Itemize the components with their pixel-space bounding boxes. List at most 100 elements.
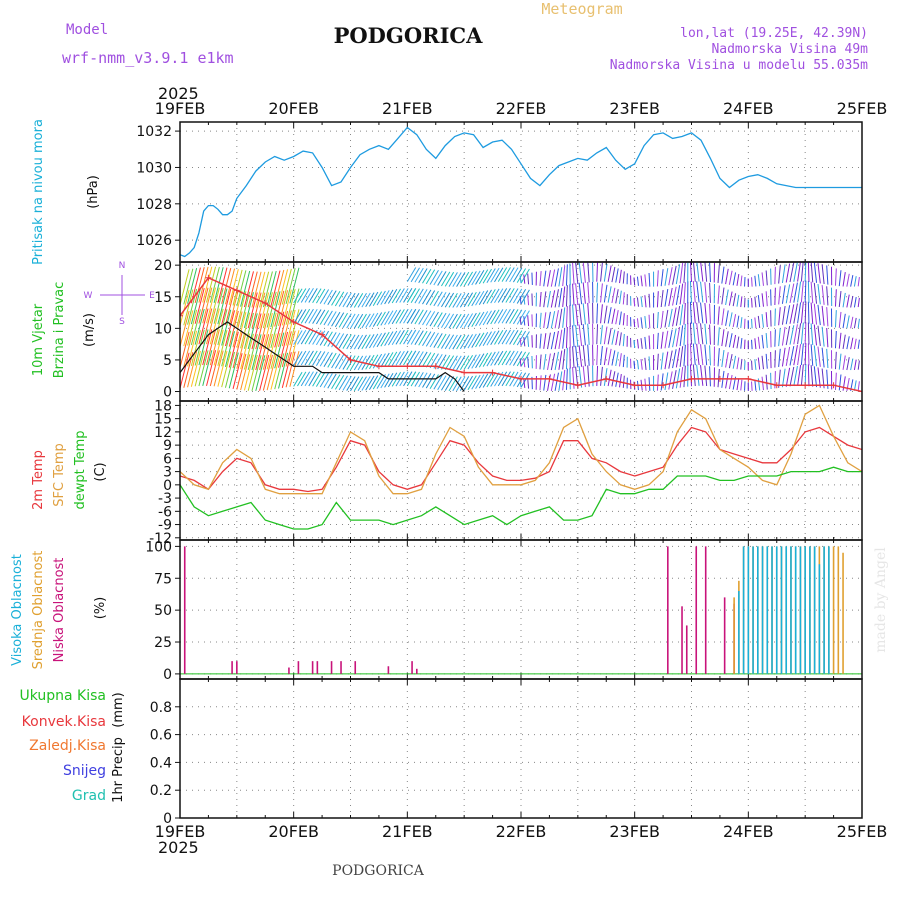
wind-barb	[262, 271, 273, 308]
wind-barb	[350, 355, 360, 371]
wind-barb	[475, 374, 485, 389]
wind-barb	[304, 288, 314, 303]
wind-barb	[422, 310, 432, 326]
wind-barb	[281, 331, 292, 368]
wind-barb	[721, 329, 725, 347]
wind-barb	[437, 312, 447, 328]
wind-barb	[857, 360, 860, 370]
wind-barb	[793, 365, 798, 387]
wind-barb	[600, 304, 603, 324]
date-tick-label: 24FEB	[723, 822, 774, 841]
wind-barb	[180, 269, 190, 306]
wind-barb	[644, 357, 647, 370]
wind-barb	[213, 267, 224, 303]
legend-snow: Snijeg	[63, 763, 106, 779]
wind-barb	[414, 330, 424, 346]
wind-barb	[274, 311, 285, 348]
wind-barb	[656, 332, 659, 350]
wind-barb	[213, 329, 224, 366]
wind-barb	[523, 357, 526, 368]
wind-barb	[640, 296, 643, 308]
wind-barb	[505, 308, 515, 324]
wind-barb	[452, 334, 462, 350]
model-name: wrf-nmm_v3.9.1 e1km	[62, 49, 234, 67]
wind-barb	[622, 333, 625, 347]
wind-barb	[565, 326, 568, 349]
gust-point	[518, 375, 524, 382]
page-title: PODGORICA	[334, 23, 484, 48]
wind-barb	[751, 298, 753, 308]
wind-barb	[826, 307, 829, 327]
gust-point	[205, 274, 212, 281]
wind-barb	[754, 296, 757, 308]
wind-barb	[262, 292, 273, 329]
wind-barb	[834, 268, 837, 286]
wind-barb	[270, 270, 281, 307]
wind-barb	[781, 326, 786, 346]
wind-barb	[395, 288, 405, 303]
wind-barb	[331, 311, 341, 327]
wind-barb	[433, 333, 443, 348]
wind-barb	[266, 270, 277, 307]
wind-barb	[765, 312, 768, 328]
wind-barb	[826, 265, 829, 285]
wind-barb	[539, 333, 542, 349]
wind-barb	[543, 291, 547, 308]
wind-barb	[523, 295, 526, 305]
wind-barb	[622, 292, 625, 305]
wind-barb	[501, 267, 511, 282]
wind-title-1: 10m Vjetar	[31, 303, 46, 376]
wind-barb	[520, 331, 530, 346]
wind-barb	[732, 293, 737, 307]
wind-barb	[672, 265, 677, 285]
y-tick-label: 20	[154, 258, 172, 274]
wind-barb	[587, 323, 590, 345]
wind-barb	[520, 372, 530, 388]
wind-barb	[660, 310, 664, 328]
wind-barb	[180, 352, 190, 389]
wind-barb	[857, 277, 860, 287]
wind-barb	[664, 330, 669, 349]
wind-barb	[656, 374, 659, 391]
wind-barb	[403, 329, 413, 345]
wind-barb	[838, 270, 842, 287]
wind-barb	[781, 264, 786, 284]
date-tick-label: 21FEB	[382, 99, 433, 118]
wind-barb	[789, 366, 795, 387]
wind-barb	[754, 317, 757, 329]
wind-barb	[607, 265, 612, 282]
wind-barb	[619, 290, 622, 304]
wind-barb	[308, 371, 318, 387]
panel-content	[180, 126, 862, 258]
wind-barb	[509, 350, 519, 366]
gust-point	[347, 356, 354, 363]
wind-barb	[486, 330, 496, 346]
pressure-unit: (hPa)	[86, 175, 101, 209]
wind-barb	[429, 270, 439, 285]
wind-barb	[547, 353, 551, 371]
wind-barb	[289, 309, 300, 346]
wind-barb	[406, 329, 417, 345]
wind-barb	[660, 373, 664, 391]
wind-barb	[778, 265, 781, 284]
panel-frame	[179, 678, 863, 819]
wind-barb	[478, 331, 489, 347]
wind-barb	[209, 287, 220, 324]
wind-barb	[523, 378, 526, 389]
y-tick-label: 0.6	[150, 728, 172, 744]
wind-barb	[406, 288, 417, 303]
compass-w: W	[84, 291, 93, 301]
wind-barb	[501, 350, 511, 366]
wind-barb	[558, 350, 563, 370]
gust-point	[574, 382, 581, 389]
wind-barb	[668, 267, 673, 286]
wind-barb	[554, 330, 559, 350]
wind-barb	[619, 353, 622, 367]
temp2m-title: 2m Temp	[31, 450, 46, 510]
wind-barb	[807, 280, 810, 303]
wind-unit: (m/s)	[82, 313, 97, 347]
wind-barb	[213, 350, 224, 387]
wind-barb	[353, 355, 364, 371]
wind-barb	[228, 331, 239, 368]
